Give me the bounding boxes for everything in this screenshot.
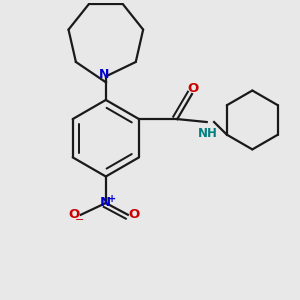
Text: NH: NH <box>198 127 218 140</box>
Text: O: O <box>129 208 140 221</box>
Text: O: O <box>69 208 80 221</box>
Text: +: + <box>108 194 116 204</box>
Text: N: N <box>100 196 111 209</box>
Text: N: N <box>99 68 110 81</box>
Text: O: O <box>187 82 198 95</box>
Text: −: − <box>75 215 84 225</box>
